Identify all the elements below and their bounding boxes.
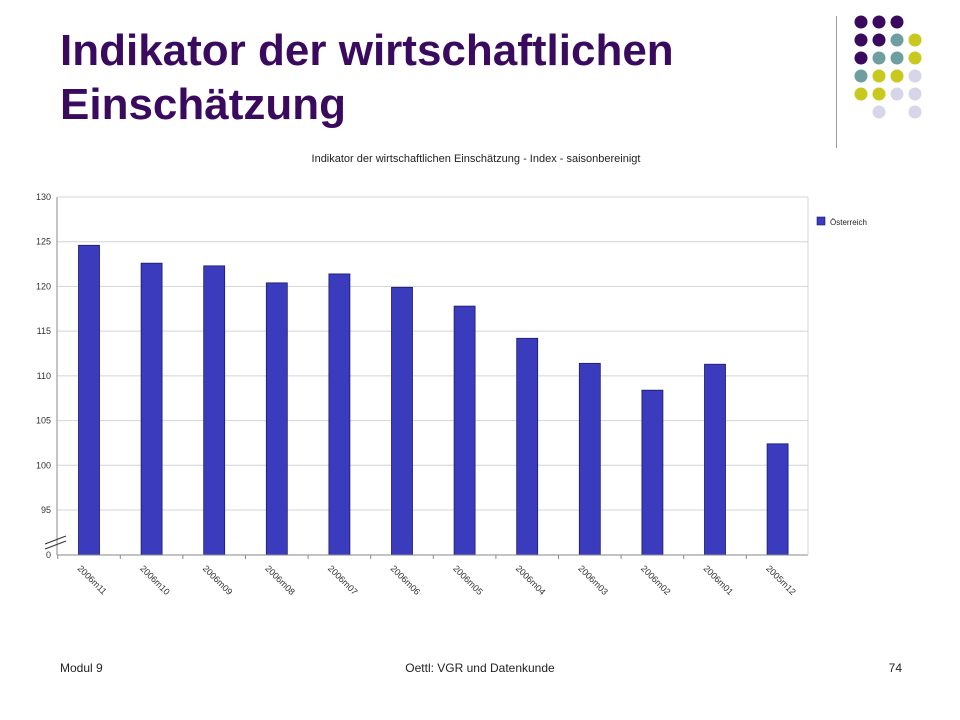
legend-label: Österreich (830, 218, 867, 227)
axes (44, 196, 809, 559)
bar (328, 273, 351, 556)
axis-break-mark (44, 540, 67, 550)
footer-author-course: Oettl: VGR und Datenkunde (405, 661, 555, 675)
bar (140, 262, 163, 556)
decorative-dot (908, 51, 922, 65)
y-tick-label: 95 (41, 505, 51, 515)
y-tick-label: 130 (36, 192, 51, 202)
y-tick-label: 100 (36, 460, 51, 470)
x-tick-label: 2006m05 (451, 563, 485, 597)
footer-module-label: Modul 9 (60, 661, 103, 675)
bar (453, 305, 476, 556)
x-tick-label: 2005m12 (764, 563, 798, 597)
decorative-dot (854, 87, 868, 101)
chart-title: Indikator der wirtschaftlichen Einschätz… (312, 153, 641, 165)
bar (766, 443, 789, 556)
decorative-dot (854, 33, 868, 47)
bar (391, 286, 413, 556)
x-tick-label: 2006m02 (639, 563, 673, 597)
x-tick-label: 2006m07 (326, 563, 360, 597)
decorative-dot (872, 105, 886, 119)
y-tick-label: 0 (46, 550, 51, 560)
bar (641, 389, 664, 556)
legend: Österreich (816, 216, 867, 227)
decorative-dot (890, 15, 904, 29)
bar (265, 282, 288, 556)
bar (578, 362, 601, 556)
decorative-dot (872, 15, 886, 29)
y-tick-label: 110 (37, 371, 51, 381)
x-tick-labels: 2006m11 2006m10 2006m09 2006m08 2006m07 2006m… (76, 563, 798, 597)
x-tick-label: 2006m10 (138, 563, 172, 597)
decorative-dot (908, 105, 922, 119)
decorative-dot (854, 15, 868, 29)
y-tick-label: 115 (37, 326, 51, 336)
bar-chart: Indikator der wirtschaftlichen Einschätz… (36, 153, 867, 597)
x-tick-label: 2006m03 (576, 563, 610, 597)
decorative-dot (854, 51, 868, 65)
y-tick-label: 105 (36, 416, 51, 426)
x-tick-label: 2006m06 (389, 563, 423, 597)
axis-break-mark (44, 535, 67, 545)
x-tick-label: 2006m11 (76, 563, 109, 596)
bars (78, 244, 789, 556)
decorative-dot (908, 87, 922, 101)
footer-page-number: 74 (888, 661, 902, 675)
x-tick-label: 2006m01 (702, 563, 736, 597)
y-tick-label: 125 (36, 237, 51, 247)
y-tick-labels: 0 95 100 105 110 115 120 125 130 (36, 192, 51, 560)
decorative-dot (854, 69, 868, 83)
slide-title: Indikator der wirtschaftlichen Einschätz… (60, 26, 674, 129)
decorative-dot (872, 51, 886, 65)
bar (203, 265, 226, 556)
decorative-dot (872, 87, 886, 101)
decorative-dot (908, 69, 922, 83)
x-tick-label: 2006m09 (201, 563, 235, 597)
decorative-dot (890, 51, 904, 65)
gridlines (57, 196, 808, 511)
bar (78, 244, 100, 556)
bar (516, 337, 539, 556)
title-divider-line (836, 16, 837, 148)
x-tick-label: 2006m08 (263, 563, 297, 597)
decorative-dot (908, 33, 922, 47)
y-tick-label: 120 (36, 281, 51, 291)
bar (704, 363, 726, 556)
decorative-dot (890, 87, 904, 101)
x-tick-label: 2006m04 (514, 563, 548, 597)
decorative-dot (872, 69, 886, 83)
legend-swatch (816, 216, 826, 226)
decorative-dot (890, 69, 904, 83)
decorative-dot (890, 33, 904, 47)
decorative-dot (872, 33, 886, 47)
